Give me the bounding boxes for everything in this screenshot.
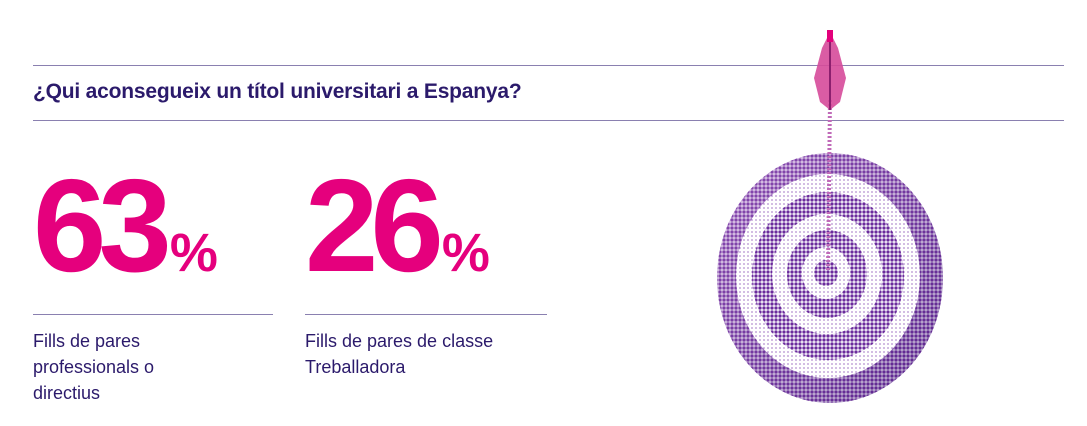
stat-value: 26 <box>305 152 444 299</box>
stat-number: 63% <box>33 160 273 292</box>
stat-unit: % <box>441 223 490 283</box>
title: ¿Qui aconsegueix un títol universitari a… <box>33 80 522 103</box>
stat-label: Fills de pares professionals o directius <box>33 331 155 403</box>
stat-rule <box>33 314 273 315</box>
stat-label: Fills de pares de classe Treballadora <box>305 331 494 377</box>
target-illustration <box>717 30 943 403</box>
stat: 26% Fills de pares de classe Treballador… <box>305 160 547 380</box>
stat-unit: % <box>169 223 218 283</box>
title-rule <box>33 120 1064 121</box>
stat-number: 26% <box>305 160 547 292</box>
stat: 63% Fills de pares professionals o direc… <box>33 160 273 406</box>
top-rule <box>33 65 1064 66</box>
stat-rule <box>305 314 547 315</box>
stat-value: 63 <box>33 152 172 299</box>
